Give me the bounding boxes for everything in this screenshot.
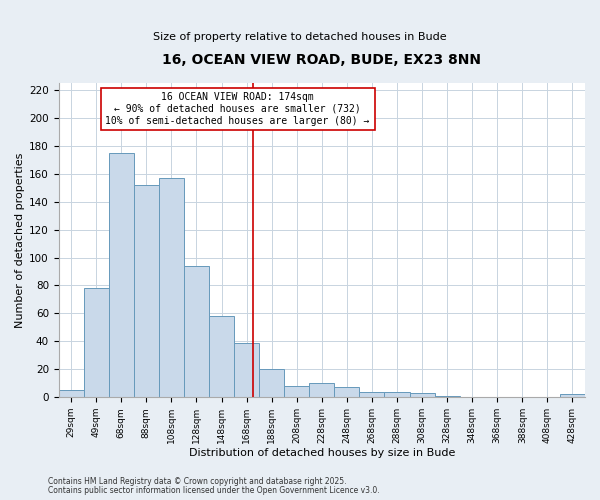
Text: Contains HM Land Registry data © Crown copyright and database right 2025.: Contains HM Land Registry data © Crown c… (48, 477, 347, 486)
Bar (134, 185, 159, 397)
Bar (560, 394, 585, 397)
Bar (385, 392, 410, 397)
Title: 16, OCEAN VIEW ROAD, BUDE, EX23 8NN: 16, OCEAN VIEW ROAD, BUDE, EX23 8NN (163, 52, 481, 66)
Text: Size of property relative to detached houses in Bude: Size of property relative to detached ho… (153, 32, 447, 42)
Bar (234, 343, 259, 397)
Bar (334, 388, 359, 397)
Y-axis label: Number of detached properties: Number of detached properties (15, 152, 25, 328)
Bar (309, 384, 334, 397)
Bar (109, 153, 134, 397)
Text: Contains public sector information licensed under the Open Government Licence v3: Contains public sector information licen… (48, 486, 380, 495)
X-axis label: Distribution of detached houses by size in Bude: Distribution of detached houses by size … (188, 448, 455, 458)
Bar (359, 392, 385, 397)
Bar (209, 316, 234, 397)
Bar (259, 370, 284, 397)
Bar (184, 266, 209, 397)
Bar (434, 396, 460, 397)
Bar (59, 390, 84, 397)
Bar (410, 393, 434, 397)
Bar (84, 288, 109, 397)
Bar (284, 386, 309, 397)
Bar (159, 178, 184, 397)
Text: 16 OCEAN VIEW ROAD: 174sqm
← 90% of detached houses are smaller (732)
10% of sem: 16 OCEAN VIEW ROAD: 174sqm ← 90% of deta… (106, 92, 370, 126)
